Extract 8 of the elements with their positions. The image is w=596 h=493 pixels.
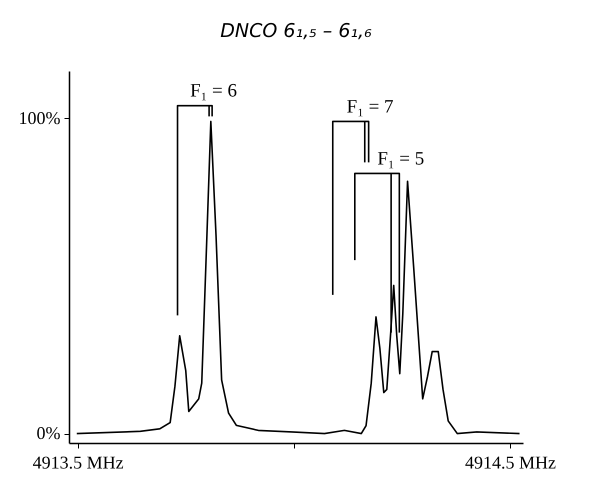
annotation: F₁ = 6 xyxy=(190,80,238,102)
x-tick-label: 4914.5 MHz xyxy=(465,452,556,472)
annotation: F₁ = 5 xyxy=(377,148,424,170)
y-tick-label: 0% xyxy=(36,423,60,444)
y-tick-label: 100% xyxy=(18,108,60,128)
chart-title: DNCO 6₁,₅ – 6₁,₆ xyxy=(220,20,372,42)
x-tick-label: 4913.5 MHz xyxy=(32,452,124,472)
annotation: F₁ = 7 xyxy=(346,96,394,118)
